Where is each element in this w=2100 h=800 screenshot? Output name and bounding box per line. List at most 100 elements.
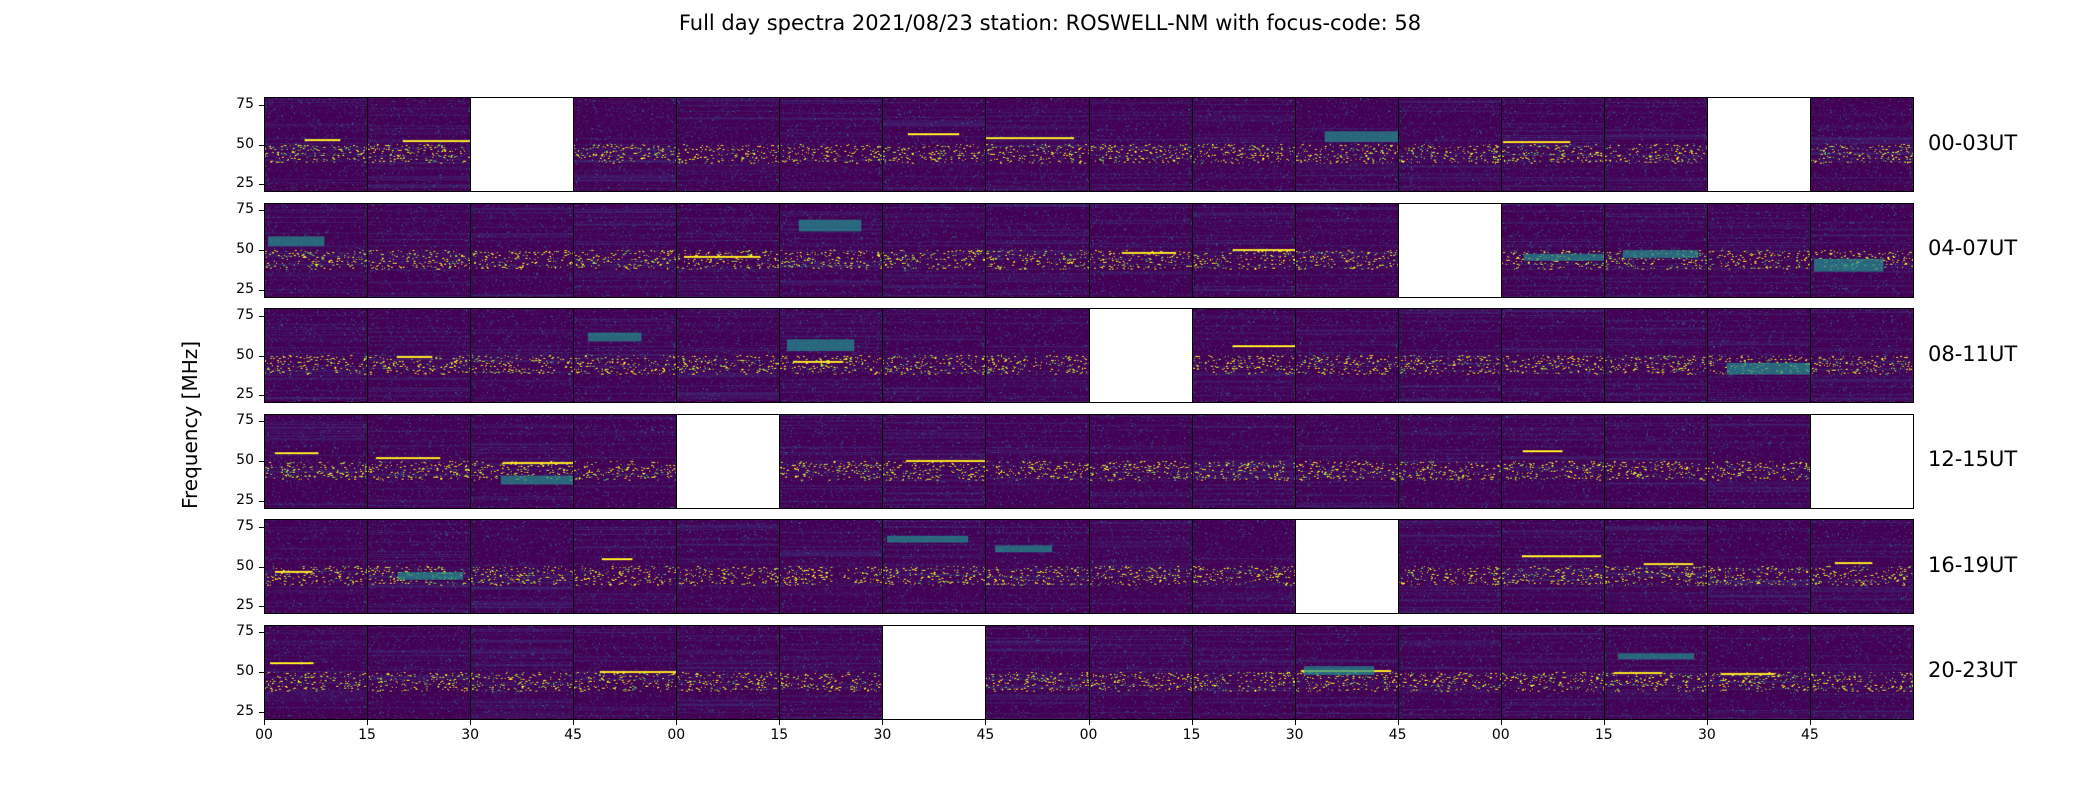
spectrum-image xyxy=(1707,309,1810,402)
spectrum-image xyxy=(677,625,780,719)
spectrum-panel xyxy=(1191,624,1296,720)
spectrum-image xyxy=(1501,98,1604,191)
spectrum-image xyxy=(574,520,677,613)
x-tick-mark xyxy=(1603,719,1605,725)
x-tick-mark xyxy=(1191,719,1193,725)
spectrum-image xyxy=(574,414,677,508)
spectrum-panel xyxy=(264,308,369,403)
spectrum-image xyxy=(883,520,986,613)
spectrum-image xyxy=(1501,520,1604,613)
spectrum-panel xyxy=(676,519,781,614)
spectrum-image xyxy=(1604,98,1707,191)
spectrum-image xyxy=(1295,98,1398,191)
x-tick-label: 45 xyxy=(564,726,583,743)
x-tick-mark xyxy=(470,719,472,725)
spectrum-panel xyxy=(573,97,678,192)
spectrum-panel xyxy=(1500,519,1605,614)
spectrum-image xyxy=(780,414,883,508)
y-tick-mark xyxy=(259,289,264,291)
x-tick-label: 45 xyxy=(976,726,995,743)
y-tick-label: 75 xyxy=(236,412,254,429)
spectrum-panel xyxy=(779,202,884,298)
spectrum-panel xyxy=(779,308,884,403)
spectrum-panel xyxy=(1088,202,1193,298)
spectrum-image xyxy=(1604,625,1707,719)
x-tick-label: 00 xyxy=(667,726,686,743)
spectrum-panel-empty xyxy=(470,97,575,192)
spectrum-panel xyxy=(676,97,781,192)
spectrum-image xyxy=(1501,203,1604,297)
spectrum-image xyxy=(1707,414,1810,508)
spectrum-image xyxy=(1604,203,1707,297)
spectrum-panel xyxy=(985,202,1090,298)
spectrum-panel xyxy=(1706,624,1811,720)
spectrum-panel xyxy=(985,519,1090,614)
spectrum-panel xyxy=(470,202,575,298)
y-tick-label: 75 xyxy=(236,201,254,218)
x-tick-label: 30 xyxy=(873,726,892,743)
spectrum-image xyxy=(986,309,1089,402)
x-tick-label: 15 xyxy=(770,726,789,743)
y-tick-label: 50 xyxy=(236,346,254,363)
x-tick-label: 30 xyxy=(461,726,480,743)
y-tick-label: 25 xyxy=(236,491,254,508)
spectrum-panel xyxy=(1603,202,1708,298)
spectrum-panel xyxy=(264,519,369,614)
x-tick-mark xyxy=(985,719,987,725)
spectrum-panel xyxy=(1603,519,1708,614)
spectrum-image xyxy=(1192,414,1295,508)
spectrum-panel xyxy=(1294,413,1399,509)
row-label: 04-07UT xyxy=(1928,236,2018,260)
spectrum-image xyxy=(1398,309,1501,402)
spectrum-panel xyxy=(367,97,472,192)
spectrum-image xyxy=(368,520,471,613)
x-tick-label: 45 xyxy=(1801,726,1819,743)
y-tick-mark xyxy=(259,711,264,713)
spectrum-image xyxy=(780,625,883,719)
x-tick-mark xyxy=(1397,719,1399,725)
spectrum-panel xyxy=(1088,624,1193,720)
spectrum-panel xyxy=(573,519,678,614)
spectrum-panel xyxy=(1191,519,1296,614)
spectrum-panel xyxy=(779,519,884,614)
y-tick-mark xyxy=(259,315,264,317)
spectrum-image xyxy=(265,309,368,402)
spectrum-panel xyxy=(779,97,884,192)
spectrum-image xyxy=(1501,625,1604,719)
spectrum-image xyxy=(780,98,883,191)
spectrum-image xyxy=(1398,98,1501,191)
spectrum-image xyxy=(1810,520,1913,613)
spectrum-panel xyxy=(573,413,678,509)
spectrum-image xyxy=(1810,309,1913,402)
y-tick-mark xyxy=(259,395,264,397)
spectrum-panel xyxy=(1294,97,1399,192)
y-tick-mark xyxy=(259,566,264,568)
x-tick-label: 00 xyxy=(255,726,273,743)
spectrum-image xyxy=(883,309,986,402)
y-tick-label: 50 xyxy=(236,135,254,152)
spectrum-panel xyxy=(1397,519,1502,614)
spectrum-panel xyxy=(367,519,472,614)
spectrum-panel-empty xyxy=(1088,308,1193,403)
spectrum-panel xyxy=(1809,308,1914,403)
spectrum-panel xyxy=(985,413,1090,509)
spectrum-panel xyxy=(985,97,1090,192)
spectrum-panel xyxy=(1603,624,1708,720)
spectrum-image xyxy=(1192,309,1295,402)
x-tick-label: 15 xyxy=(1182,726,1201,743)
spectrum-panel xyxy=(367,308,472,403)
row-label: 20-23UT xyxy=(1928,658,2018,682)
spectrum-panel xyxy=(1500,624,1605,720)
y-tick-label: 25 xyxy=(236,597,254,614)
spectrum-panel xyxy=(470,308,575,403)
spectrum-panel xyxy=(367,413,472,509)
spectrum-panel xyxy=(1500,413,1605,509)
x-tick-mark xyxy=(1809,719,1811,725)
y-axis-label: Frequency [MHz] xyxy=(178,340,202,510)
y-tick-mark xyxy=(259,461,264,462)
spectrum-panel xyxy=(264,624,369,720)
spectrum-panel xyxy=(1294,308,1399,403)
spectrum-image xyxy=(1089,98,1192,191)
spectrum-image xyxy=(1295,309,1398,402)
